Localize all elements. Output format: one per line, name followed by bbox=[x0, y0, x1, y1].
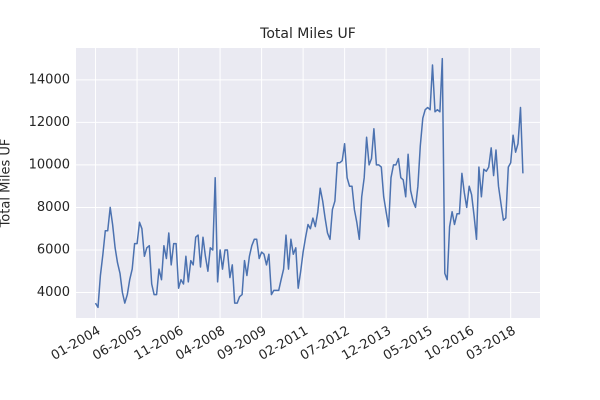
y-axis-label: Total Miles UF bbox=[0, 139, 14, 229]
y-tick-label: 6000 bbox=[37, 242, 70, 257]
y-tick-label: 8000 bbox=[37, 200, 70, 215]
y-tick-label: 4000 bbox=[37, 285, 70, 300]
y-tick-label: 14000 bbox=[29, 72, 70, 87]
y-tick-label: 10000 bbox=[29, 157, 70, 172]
plot-area bbox=[76, 48, 540, 318]
data-line bbox=[94, 57, 524, 309]
y-tick-label: 12000 bbox=[29, 115, 70, 130]
chart-title: Total Miles UF bbox=[259, 26, 356, 42]
